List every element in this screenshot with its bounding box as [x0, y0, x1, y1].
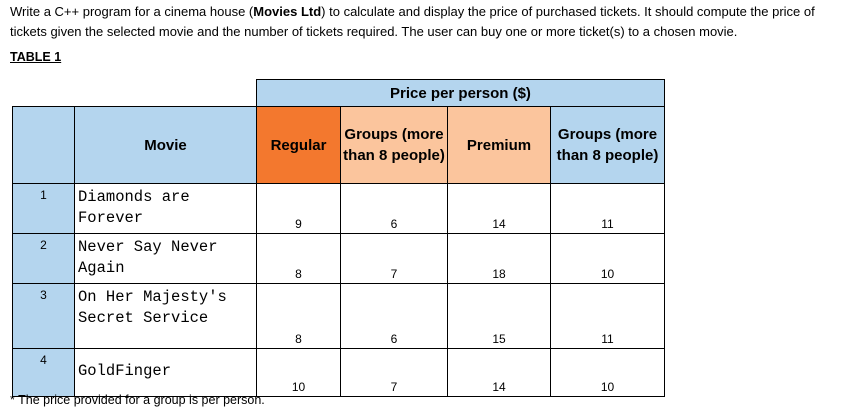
company-name: Movies Ltd	[253, 4, 322, 19]
table-row: 1 Diamonds are Forever 9 6 14 11	[12, 183, 665, 234]
premium-header: Premium	[447, 106, 551, 184]
intro-paragraph: Write a C++ program for a cinema house (…	[10, 2, 838, 42]
groups-regular-price: 6	[340, 283, 448, 349]
intro-text-start: Write a C++ program for a cinema house (	[10, 4, 254, 19]
premium-price: 14	[447, 348, 551, 397]
groups-premium-price: 11	[550, 183, 665, 234]
regular-price: 8	[256, 233, 341, 284]
premium-price: 14	[447, 183, 551, 234]
price-table: Price per person ($) Movie Regular Group…	[12, 79, 665, 397]
groups-premium-price: 10	[550, 348, 665, 397]
movie-title: Diamonds are Forever	[74, 183, 257, 234]
table-header-row: Movie Regular Groups (more than 8 people…	[12, 106, 665, 184]
regular-header: Regular	[256, 106, 341, 184]
movie-title: Never Say Never Again	[74, 233, 257, 284]
regular-price: 10	[256, 348, 341, 397]
row-number: 4	[12, 348, 75, 397]
regular-price: 8	[256, 283, 341, 349]
table-heading: TABLE 1	[10, 50, 62, 64]
table-row: 4 GoldFinger 10 7 14 10	[12, 348, 665, 397]
groups-premium-price: 11	[550, 283, 665, 349]
groups-premium-price: 10	[550, 233, 665, 284]
row-number: 3	[12, 283, 75, 349]
movie-title: GoldFinger	[74, 348, 257, 397]
table-row: 3 On Her Majesty's Secret Service 8 6 15…	[12, 283, 665, 349]
regular-price: 9	[256, 183, 341, 234]
group-price-footnote: * The price provided for a group is per …	[10, 393, 265, 407]
table-super-header-row: Price per person ($)	[12, 79, 665, 107]
groups-regular-header: Groups (more than 8 people)	[340, 106, 448, 184]
row-number: 2	[12, 233, 75, 284]
number-header	[12, 106, 75, 184]
groups-regular-price: 6	[340, 183, 448, 234]
premium-price: 18	[447, 233, 551, 284]
movie-header: Movie	[74, 106, 257, 184]
premium-price: 15	[447, 283, 551, 349]
row-number: 1	[12, 183, 75, 234]
groups-regular-price: 7	[340, 348, 448, 397]
intro-text-end: ) to calculate and display the price of …	[10, 4, 815, 39]
groups-regular-price: 7	[340, 233, 448, 284]
table-row: 2 Never Say Never Again 8 7 18 10	[12, 233, 665, 284]
empty-corner	[12, 79, 257, 107]
groups-premium-header: Groups (more than 8 people)	[550, 106, 665, 184]
price-per-person-header: Price per person ($)	[256, 79, 665, 107]
movie-title: On Her Majesty's Secret Service	[74, 283, 257, 349]
